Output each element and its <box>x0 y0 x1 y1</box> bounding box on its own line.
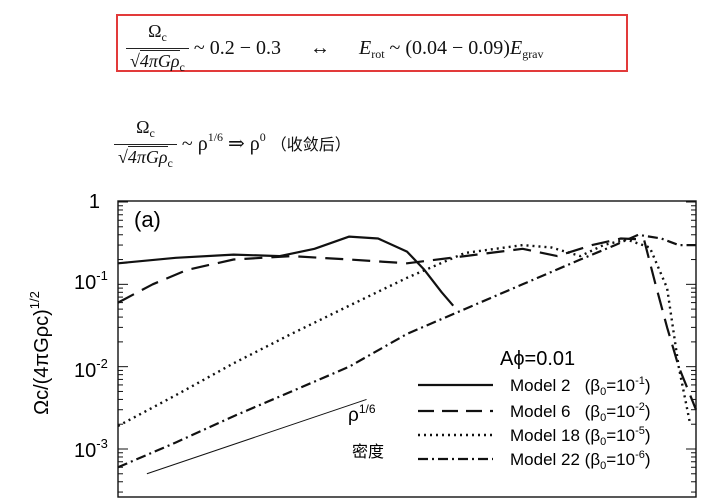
eq1-arrow: ↔ <box>309 37 330 60</box>
ytick-label-3: 10-2 <box>74 356 108 382</box>
equations-area: Ωc √4πGρc ~ 0.2 − 0.3 ↔ Erot ~ (0.04 − 0… <box>0 0 720 185</box>
series-line-model-22 <box>117 233 696 469</box>
legend-title: Aϕ=0.01 <box>500 348 575 370</box>
panel-label: (a) <box>134 207 161 232</box>
eq2-den-sub: c <box>167 156 173 170</box>
eq1-den-sub: c <box>179 60 185 74</box>
series-line-model-6 <box>117 237 698 411</box>
guide-line-label: ρ1/6 <box>348 402 376 426</box>
eq1-omega: Ω <box>148 21 162 41</box>
highlight-box <box>116 14 628 72</box>
series-group <box>117 233 698 469</box>
eq2-fraction: Ωc √4πGρc <box>114 116 177 175</box>
y-ticks <box>118 201 696 493</box>
legend-label-model-2: Model 2 (β0=10-1) <box>510 375 651 398</box>
eq2-omega-sub: c <box>149 126 155 140</box>
legend-label-model-6: Model 6 (β0=10-2) <box>510 401 651 424</box>
eq2-exp2: 0 <box>259 130 266 145</box>
guide-line <box>146 398 367 475</box>
equation-1: Ωc √4πGρc ~ 0.2 − 0.3 ↔ Erot ~ (0.04 − 0… <box>126 20 544 79</box>
eq1-rhs: ~ (0.04 − 0.09) <box>389 37 510 60</box>
ytick-label-2: 10-1 <box>74 268 108 294</box>
eq2-relation: ~ ρ <box>181 133 208 156</box>
eq2-sqrt: √ <box>118 147 128 167</box>
eq2-note: （收敛后） <box>270 135 351 155</box>
eq1-egrav: E <box>509 37 523 60</box>
eq1-sqrt: √ <box>130 51 140 71</box>
series-line-model-18 <box>117 238 692 428</box>
eq1-relation: ~ 0.2 − 0.3 <box>193 37 281 60</box>
ytick-label-4: 10-3 <box>74 436 108 462</box>
eq2-exp1: 1/6 <box>207 130 224 145</box>
eq1-erot-sub: rot <box>371 47 385 62</box>
eq2-den: 4πGρ <box>127 146 168 167</box>
equation-2: Ωc √4πGρc ~ ρ1/6 ⇒ ρ0 （收敛后） <box>114 116 351 175</box>
eq1-erot: E <box>358 37 372 60</box>
plot-frame <box>117 200 697 498</box>
legend: Model 2 (β0=10-1) Model 6 (β0=10-2) Mode… <box>418 375 651 472</box>
eq1-den: 4πGρ <box>139 50 180 71</box>
eq1-fraction: Ωc √4πGρc <box>126 20 189 79</box>
series-line-model-2 <box>117 235 455 307</box>
ytick-label-1: 1 <box>89 191 100 213</box>
eq1-egrav-sub: grav <box>522 47 544 62</box>
eq1-omega-sub: c <box>161 30 167 44</box>
eq2-omega: Ω <box>136 117 150 137</box>
chart-svg: (a) Ωc/(4πGρc)1/2 1 10-1 10-2 10-3 ρ1/6 … <box>27 191 698 498</box>
eq2-implies: ⇒ ρ <box>228 133 260 156</box>
y-axis-label: Ωc/(4πGρc)1/2 <box>27 291 53 415</box>
guide-note: 密度 <box>352 442 384 461</box>
legend-label-model-22: Model 22 (β0=10-6) <box>510 449 651 472</box>
legend-label-model-18: Model 18 (β0=10-5) <box>510 425 651 448</box>
